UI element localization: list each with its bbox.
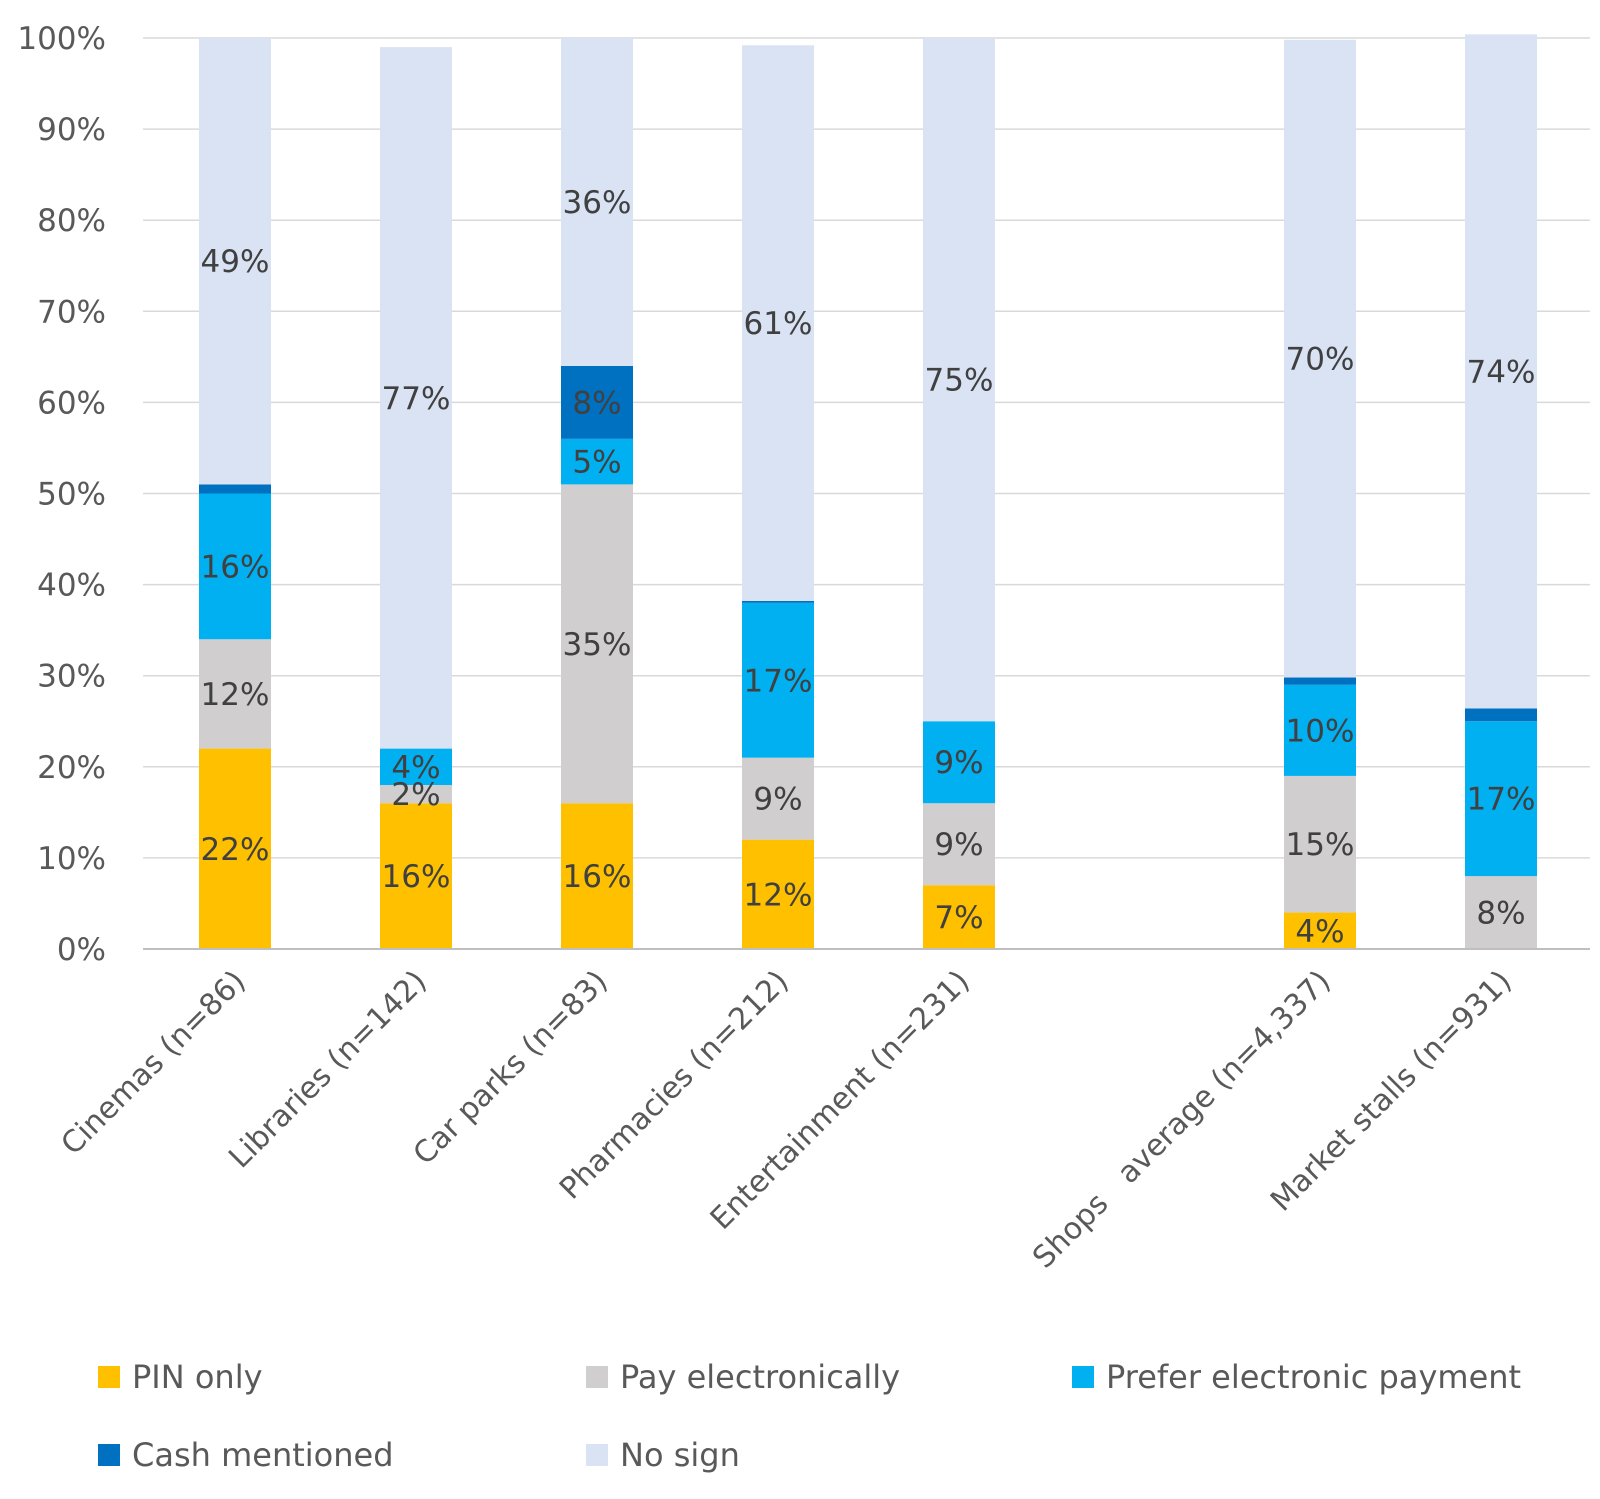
data-label: 17% xyxy=(1467,782,1536,818)
bar-segment xyxy=(380,803,452,949)
data-label: 16% xyxy=(201,549,270,585)
bar-segment xyxy=(199,748,271,949)
data-label: 15% xyxy=(1286,827,1355,863)
gridlines xyxy=(143,37,1590,859)
y-tick-label: 80% xyxy=(37,203,106,239)
legend-swatch xyxy=(586,1366,608,1388)
data-label: 35% xyxy=(563,627,632,663)
bar-segment xyxy=(561,803,633,949)
data-label: 16% xyxy=(563,859,632,895)
bar-segment xyxy=(561,438,633,485)
bar-segment xyxy=(742,45,814,601)
legend-label: Pay electronically xyxy=(620,1358,900,1396)
data-label: 4% xyxy=(1295,914,1344,950)
data-label: 70% xyxy=(1286,342,1355,378)
legend-label: PIN only xyxy=(132,1358,263,1396)
bar-segment xyxy=(1284,39,1356,678)
bar-segment xyxy=(923,885,995,949)
data-label: 8% xyxy=(1476,896,1525,932)
data-label: 5% xyxy=(572,445,621,481)
data-label: 77% xyxy=(382,381,451,417)
bar-segment xyxy=(199,493,271,640)
data-label: 49% xyxy=(201,244,270,280)
data-label: 12% xyxy=(201,677,270,713)
bar-segment xyxy=(199,38,271,485)
x-category-label: Car parks (n=83) xyxy=(407,964,615,1172)
data-label: 8% xyxy=(572,385,621,421)
y-tick-label: 50% xyxy=(37,477,106,513)
legend: PIN only Pay electronically Prefer electro… xyxy=(98,1358,1521,1474)
data-label: 4% xyxy=(391,750,440,786)
data-label: 9% xyxy=(934,827,983,863)
bar-segment xyxy=(923,721,995,804)
bar-segment xyxy=(199,484,271,494)
legend-label: No sign xyxy=(620,1436,740,1474)
data-label: 9% xyxy=(934,745,983,781)
data-label: 2% xyxy=(391,777,440,813)
data-labels: 22%12%16%49%16%2%4%77%16%35%5%8%36%12%9%… xyxy=(201,185,1536,950)
bar-segment xyxy=(1465,708,1537,722)
legend-swatch xyxy=(98,1366,120,1388)
bar-segment xyxy=(923,38,995,722)
x-category-label: Libraries (n=142) xyxy=(222,964,433,1175)
bar-segment xyxy=(742,839,814,949)
legend-swatch xyxy=(1072,1366,1094,1388)
y-tick-label: 20% xyxy=(37,750,106,786)
bar-segment xyxy=(380,748,452,786)
bar-segment xyxy=(1284,684,1356,776)
bar-segment xyxy=(1284,677,1356,685)
bar-segment xyxy=(1284,912,1356,949)
data-label: 9% xyxy=(753,782,802,818)
data-label: 74% xyxy=(1467,354,1536,390)
data-label: 22% xyxy=(201,832,270,868)
x-category-label: Shops average (n=4,337) xyxy=(1026,964,1337,1275)
y-tick-label: 0% xyxy=(57,932,106,968)
x-category-label: Cinemas (n=86) xyxy=(54,964,252,1162)
y-tick-label: 10% xyxy=(37,841,106,877)
bar-segment xyxy=(380,785,452,804)
legend-label: Prefer electronic payment xyxy=(1106,1358,1521,1396)
y-tick-label: 100% xyxy=(17,21,106,57)
bar-segment xyxy=(1284,775,1356,913)
y-tick-label: 40% xyxy=(37,568,106,604)
legend-swatch xyxy=(586,1444,608,1466)
bar-segment xyxy=(1465,876,1537,949)
data-label: 16% xyxy=(382,859,451,895)
bar-segment xyxy=(923,803,995,886)
data-label: 17% xyxy=(744,663,813,699)
y-tick-label: 60% xyxy=(37,385,106,421)
bar-segment xyxy=(1465,34,1537,709)
legend-swatch xyxy=(98,1444,120,1466)
y-tick-label: 70% xyxy=(37,294,106,330)
data-label: 36% xyxy=(563,185,632,221)
bar-segment xyxy=(380,47,452,749)
data-label: 75% xyxy=(925,363,994,399)
data-label: 12% xyxy=(744,877,813,913)
bar-segment xyxy=(561,38,633,366)
bar-segment xyxy=(561,484,633,804)
bar-segment xyxy=(1465,721,1537,877)
bar-segment xyxy=(742,757,814,840)
bar-segment xyxy=(742,602,814,758)
bar-segment xyxy=(742,600,814,603)
y-tick-label: 30% xyxy=(37,659,106,695)
y-tick-label: 90% xyxy=(37,112,106,148)
bars xyxy=(199,34,1537,949)
bar-segment xyxy=(561,365,633,439)
data-label: 10% xyxy=(1286,713,1355,749)
legend-label: Cash mentioned xyxy=(132,1436,394,1474)
bar-segment xyxy=(199,639,271,749)
data-label: 61% xyxy=(744,306,813,342)
data-label: 7% xyxy=(934,900,983,936)
